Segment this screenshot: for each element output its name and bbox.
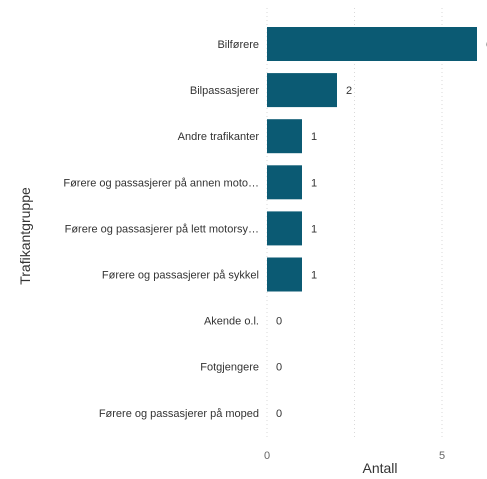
bar <box>267 165 302 200</box>
x-tick-label: 5 <box>439 450 445 462</box>
category-labels: Bilførere Bilpassasjerer Andre trafikanter… <box>63 39 259 420</box>
value-label: 1 <box>311 131 317 143</box>
category-label: Førere og passasjerer på moped <box>99 408 259 420</box>
x-tick-label: 0 <box>264 450 270 462</box>
bar <box>267 73 337 108</box>
category-label: Andre trafikanter <box>178 131 260 143</box>
y-axis-title: Trafikantgruppe <box>17 187 33 285</box>
category-label: Fotgjengere <box>200 362 259 374</box>
value-label: 0 <box>276 362 282 374</box>
bar <box>267 211 302 246</box>
bar <box>267 27 477 61</box>
value-label: 2 <box>346 85 352 97</box>
bars <box>267 27 477 292</box>
value-label: 1 <box>311 270 317 282</box>
bar <box>267 119 302 154</box>
category-label: Førere og passasjerer på sykkel <box>102 270 259 282</box>
x-axis-title: Antall <box>362 460 397 476</box>
category-label: Førere og passasjerer på annen moto… <box>63 177 259 189</box>
value-label: 0 <box>276 408 282 420</box>
category-label: Bilførere <box>217 39 259 51</box>
bar <box>267 257 302 292</box>
category-label: Bilpassasjerer <box>190 85 259 97</box>
category-label: Førere og passasjerer på lett motorsy… <box>65 223 259 235</box>
value-label: 1 <box>311 223 317 235</box>
value-label: 1 <box>311 177 317 189</box>
category-label: Akende o.l. <box>204 316 259 328</box>
value-label: 0 <box>276 316 282 328</box>
